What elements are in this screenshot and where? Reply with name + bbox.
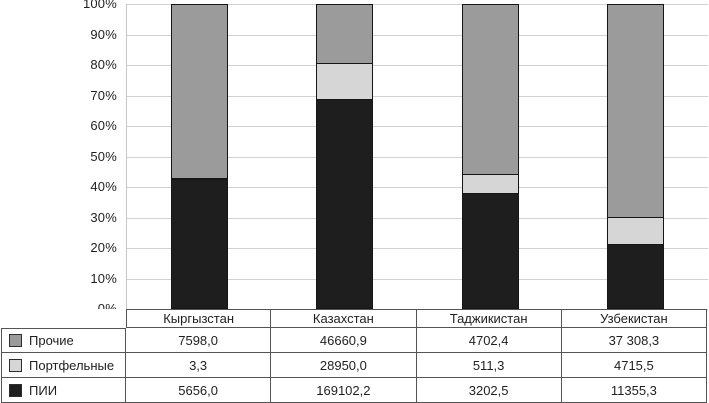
bar-slot: [272, 4, 417, 309]
plot-area: [126, 4, 708, 310]
table-value-cell: 3,3: [126, 353, 272, 378]
table-value-cell: 169102,2: [271, 378, 417, 403]
y-tick-label: 50%: [90, 148, 117, 164]
y-axis-ticks: 100%90%80%70%60%50%40%30%20%10%0%: [0, 0, 117, 316]
table-value-cell: 5656,0: [126, 378, 272, 403]
bar-segment-ПИИ: [607, 243, 663, 308]
y-tick-label: 90%: [90, 26, 117, 42]
bar-Кыргызстан: [171, 4, 229, 309]
legend-label: Прочие: [29, 333, 74, 348]
table-value-cell: 28950,0: [271, 353, 417, 378]
table-value-cell: 7598,0: [126, 328, 272, 353]
gridline: [127, 156, 708, 158]
y-tick-label: 10%: [90, 270, 117, 286]
y-tick-label: 80%: [90, 57, 117, 72]
bar-segment-ПИИ: [317, 98, 373, 308]
y-tick-label: 60%: [90, 118, 117, 133]
table-value-cell: 3202,5: [416, 378, 562, 403]
legend-swatch-Прочие: [9, 334, 22, 347]
bar-slot: [418, 4, 563, 309]
table-header-Узбекистан: Узбекистан: [561, 309, 707, 328]
bar-segment-Прочие: [607, 5, 663, 217]
bar-Таджикистан: [461, 4, 519, 309]
y-tick-label: 20%: [90, 240, 117, 255]
bar-segment-ПИИ: [462, 192, 518, 308]
gridline: [127, 248, 708, 249]
bar-Узбекистан: [606, 4, 664, 309]
table-header-Казахстан: Казахстан: [271, 309, 417, 328]
bar-segment-ПИИ: [172, 179, 228, 308]
gridline: [127, 278, 708, 280]
y-tick-label: 40%: [90, 179, 117, 194]
bar-segment-Прочие: [317, 5, 373, 63]
gridline: [127, 95, 708, 97]
y-tick-label: 30%: [90, 209, 117, 225]
gridline: [127, 217, 708, 219]
bar-segment-Портфельные: [317, 62, 373, 99]
table-value-cell: 4715,5: [561, 353, 707, 378]
bar-segment-Портфельные: [172, 178, 228, 180]
legend-swatch-ПИИ: [9, 383, 22, 397]
y-tick-label: 70%: [90, 87, 117, 103]
table-header-Кыргызстан: Кыргызстан: [126, 309, 272, 328]
gridline: [127, 65, 708, 66]
gridline: [127, 4, 708, 5]
bar-slot: [563, 4, 708, 309]
table-value-cell: 11355,3: [561, 378, 707, 403]
data-table: Кыргызстан Казахстан Таджикистан Узбекистан…: [1, 309, 707, 403]
bar-segment-Прочие: [462, 5, 518, 175]
gridline: [127, 34, 708, 36]
legend-label: ПИИ: [29, 382, 58, 398]
table-value-cell: 511,3: [416, 353, 562, 378]
bar-slot: [127, 4, 272, 309]
bar-segment-Прочие: [172, 5, 228, 179]
bars: [127, 4, 708, 309]
table-corner-cell: [1, 309, 126, 328]
table-value-cell: 46660,9: [271, 328, 417, 353]
legend-label: Портфельные: [29, 357, 115, 373]
table-header-Таджикистан: Таджикистан: [416, 309, 562, 328]
gridline: [127, 126, 708, 127]
table-value-cell: 37 308,3: [561, 328, 707, 353]
table-value-cell: 4702,4: [416, 328, 562, 353]
legend-cell-Прочие: Прочие: [1, 328, 126, 353]
bar-segment-Портфельные: [607, 216, 663, 244]
legend-cell-Портфельные: Портфельные: [1, 353, 126, 378]
gridline: [127, 187, 708, 188]
bar-Казахстан: [316, 4, 374, 309]
legend-swatch-Портфельные: [9, 358, 22, 372]
y-tick-label: 100%: [82, 0, 117, 11]
legend-cell-ПИИ: ПИИ: [1, 378, 126, 403]
bar-segment-Портфельные: [462, 174, 518, 193]
